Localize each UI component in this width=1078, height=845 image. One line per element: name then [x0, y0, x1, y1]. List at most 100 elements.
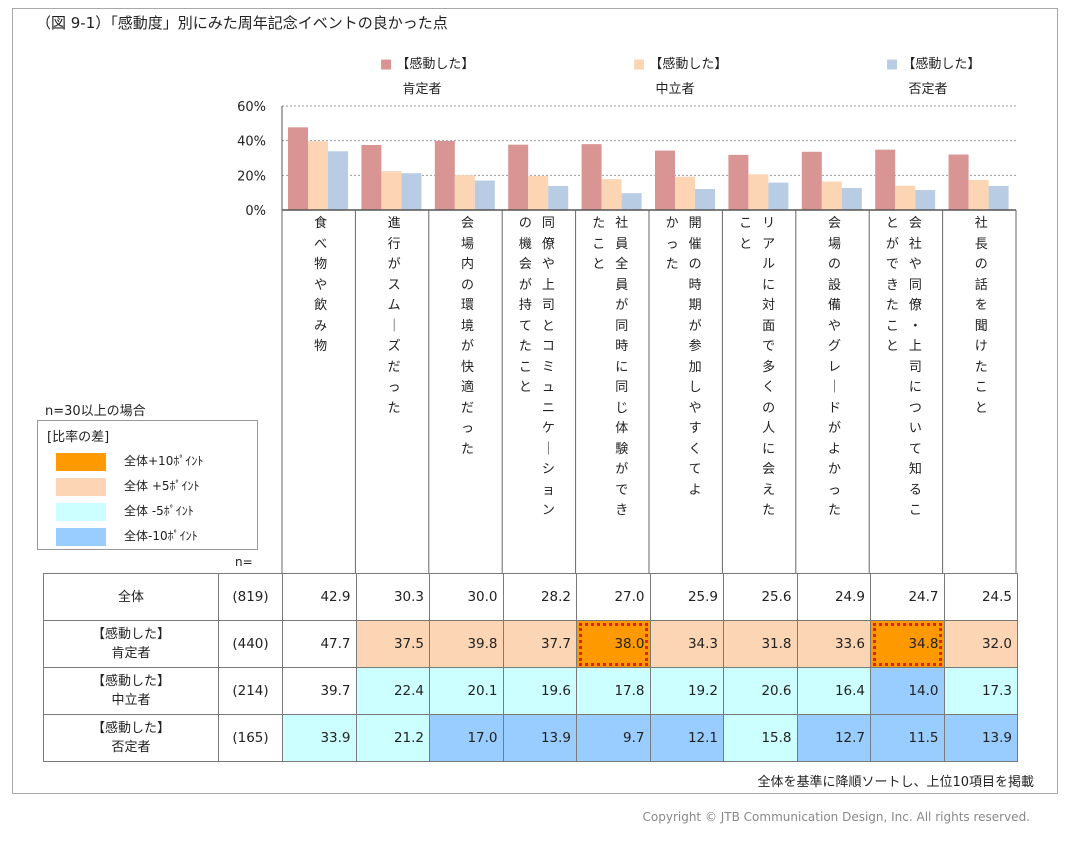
- value-cell: 42.9: [282, 573, 357, 621]
- value-cell: 17.0: [429, 714, 504, 762]
- value-cell: 47.7: [282, 620, 357, 668]
- category-label-column: たこと: [592, 216, 606, 272]
- bar: [768, 182, 789, 210]
- category-label-column: 会場の設備やグレ｜ドがよかった: [827, 216, 841, 518]
- copyright: Copyright © JTB Communication Design, In…: [642, 810, 1031, 824]
- row-label-line: 否定者: [111, 740, 151, 755]
- value-cell: 39.7: [282, 667, 357, 715]
- table-row: 【感動した】 中立者 (214) 39.7 22.4 20.1 19.6 17.8 19.2 20…: [43, 667, 1018, 715]
- value-cell: 24.9: [796, 573, 871, 621]
- category-label: 食べ物や飲み物: [309, 214, 332, 358]
- value-cell: 32.0: [943, 620, 1018, 668]
- value-cell: 12.1: [649, 714, 724, 762]
- row-label: 全体: [43, 573, 219, 621]
- value-cell: 12.7: [796, 714, 871, 762]
- value-cell: 21.2: [355, 714, 430, 762]
- row-label-line: 肯定者: [111, 646, 151, 661]
- row-label: 【感動した】 中立者: [43, 667, 219, 715]
- bar: [728, 154, 749, 210]
- legend-group-positive: 肯定者: [402, 82, 442, 97]
- bar-chart: 0% 20% 40% 60%: [237, 100, 1017, 573]
- bar: [288, 127, 308, 210]
- value-cell: 31.8: [723, 620, 798, 668]
- bar: [968, 180, 989, 210]
- bar: [801, 151, 822, 210]
- data-table: 全体 (819) 42.9 30.3 30.0 28.2 27.0 25.9 25.6 24.9 2…: [43, 573, 1018, 762]
- y-tick-label: 20%: [237, 169, 266, 184]
- legend-label: ■ 【感動した】: [380, 57, 474, 72]
- n-cell: (165): [218, 714, 283, 762]
- legend-swatch: [56, 502, 106, 521]
- value-cell: 28.2: [502, 573, 577, 621]
- value-cell: 17.8: [576, 667, 651, 715]
- legend-minus10: 全体-10ﾎﾟｲﾝﾄ: [56, 527, 198, 546]
- legend-swatch: [56, 527, 106, 546]
- category-label-column: 会社や同僚・上司について知るこ: [908, 216, 922, 518]
- chart-frame: [12, 8, 1058, 794]
- row-label: 【感動した】 肯定者: [43, 620, 219, 668]
- difference-legend-box: [37, 420, 258, 550]
- n-cell: (819): [218, 573, 283, 621]
- value-cell: 30.0: [429, 573, 504, 621]
- value-cell: 30.3: [355, 573, 430, 621]
- bar: [821, 181, 842, 210]
- category-label-column: リアルに対面で多くの人に会えた: [762, 216, 776, 518]
- category-label: たこと社員全員が同時に同じ体験ができ: [587, 214, 633, 522]
- value-cell: 14.0: [870, 667, 945, 715]
- bar: [328, 151, 348, 210]
- category-label-column: 開催の時期が参加しやすくてよ: [688, 216, 702, 498]
- bar: [434, 141, 455, 210]
- chart-title: （図 9-1）「感動度」別にみた周年記念イベントの良かった点: [36, 14, 448, 32]
- value-cell: 33.9: [282, 714, 357, 762]
- legend-text: 全体+10ﾎﾟｲﾝﾄ: [124, 454, 204, 468]
- value-cell: 13.9: [943, 714, 1018, 762]
- bar: [308, 141, 328, 210]
- n-header: n=: [235, 555, 253, 569]
- value-cell: 20.6: [723, 667, 798, 715]
- category-label-column: 進行がスム｜ズだった: [387, 216, 401, 416]
- value-cell: 34.3: [649, 620, 724, 668]
- value-cell: 24.5: [943, 573, 1018, 621]
- bar: [601, 179, 622, 210]
- legend-marker: ■: [886, 57, 899, 72]
- category-label-column: 同僚や上司とコミュニケ｜ション: [541, 216, 555, 518]
- n-cell: (440): [218, 620, 283, 668]
- sort-note: 全体を基準に降順ソートし、上位10項目を掲載: [757, 775, 1034, 790]
- category-label-column: こと: [739, 216, 753, 252]
- legend-marker: ■: [633, 57, 646, 72]
- legend-text: 全体 -5ﾎﾟｲﾝﾄ: [124, 504, 194, 518]
- legend-group-negative: 否定者: [908, 82, 948, 97]
- row-label: 【感動した】 否定者: [43, 714, 219, 762]
- category-label-column: とができたこと: [885, 216, 899, 354]
- bar: [454, 175, 475, 210]
- bar: [548, 185, 569, 210]
- table-row: 全体 (819) 42.9 30.3 30.0 28.2 27.0 25.9 25.6 24.9 2…: [43, 573, 1018, 621]
- category-label: 社長の話を聞けたこと: [970, 214, 993, 419]
- bar: [748, 174, 769, 210]
- legend-text: 【感動した】: [645, 57, 728, 72]
- legend-swatch: [56, 477, 106, 496]
- legend-group-neutral: 中立者: [655, 82, 695, 97]
- bar: [988, 185, 1009, 210]
- row-label-line: 中立者: [111, 693, 151, 708]
- bar: [695, 189, 715, 210]
- value-cell: 19.6: [502, 667, 577, 715]
- table-row: 【感動した】 否定者 (165) 33.9 21.2 17.0 13.9 9.7 12.1 15.…: [43, 714, 1018, 762]
- value-cell: 22.4: [355, 667, 430, 715]
- bar: [895, 185, 916, 210]
- legend-text: 全体-10ﾎﾟｲﾝﾄ: [124, 529, 198, 543]
- legend-text: 全体 +5ﾎﾟｲﾝﾄ: [124, 479, 200, 493]
- legend-plus10: 全体+10ﾎﾟｲﾝﾄ: [56, 452, 203, 471]
- value-cell: 15.8: [723, 714, 798, 762]
- value-cell: 11.5: [870, 714, 945, 762]
- legend-label: ■ 【感動した】: [633, 57, 727, 72]
- row-label-line: 全体: [117, 589, 144, 605]
- category-label-column: かった: [665, 216, 679, 272]
- category-label: の機会が持てたこと同僚や上司とコミュニケ｜ション: [514, 214, 560, 522]
- value-cell: 24.7: [870, 573, 945, 621]
- legend-text: 【感動した】: [392, 57, 475, 72]
- legend-text: 【感動した】: [898, 57, 981, 72]
- value-cell: 25.6: [723, 573, 798, 621]
- n-cell: (214): [218, 667, 283, 715]
- bar: [675, 176, 695, 210]
